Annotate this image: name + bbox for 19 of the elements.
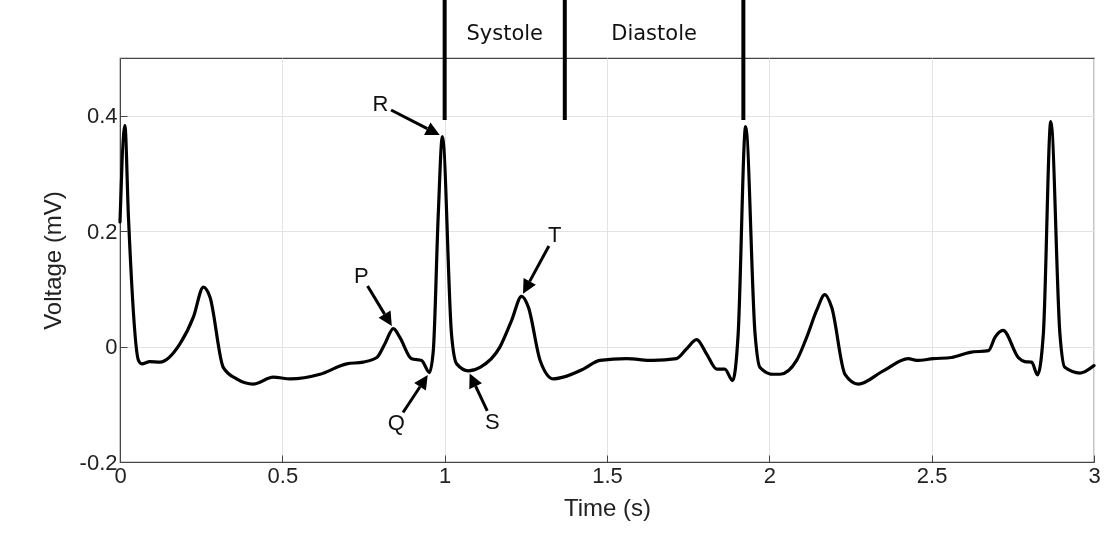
annotation: T bbox=[547, 222, 562, 248]
x-axis-title: Time (s) bbox=[563, 493, 652, 521]
y-tick-label: 0.2 bbox=[86, 218, 118, 244]
annotation: Q bbox=[387, 409, 405, 435]
annotation: R bbox=[372, 91, 389, 117]
ref-line-label: Diastole bbox=[611, 21, 697, 45]
line-series bbox=[118, 119, 1096, 386]
annotation: P bbox=[354, 262, 369, 288]
annotation: S bbox=[485, 408, 500, 434]
x-tick-label: 3 bbox=[1088, 462, 1101, 488]
x-tick-label: 1.5 bbox=[592, 462, 623, 488]
x-tick-label: 1 bbox=[439, 462, 452, 488]
x-tick-label: 2 bbox=[763, 462, 776, 488]
y-tick-label: 0 bbox=[105, 334, 118, 360]
y-tick-label: 0.4 bbox=[86, 103, 118, 129]
x-tick-label: 2.5 bbox=[916, 462, 948, 488]
y-axis-title: Voltage (mV) bbox=[38, 191, 66, 330]
ref-line-label: Systole bbox=[466, 21, 543, 45]
x-tick-label: 0.5 bbox=[267, 462, 299, 488]
